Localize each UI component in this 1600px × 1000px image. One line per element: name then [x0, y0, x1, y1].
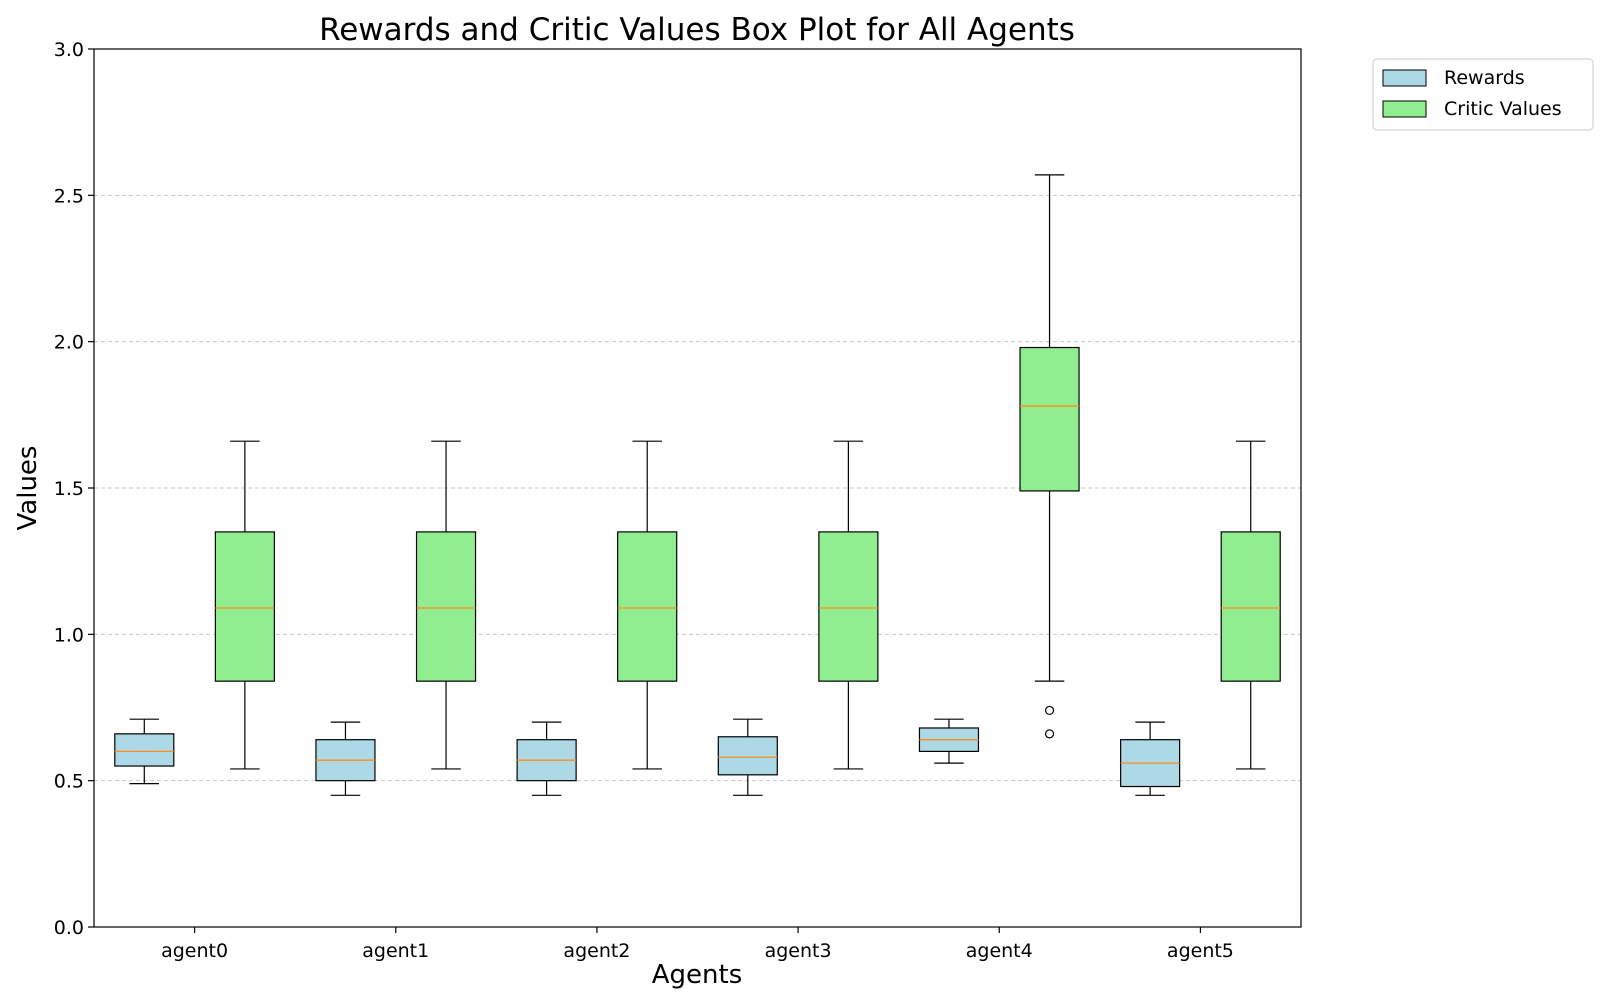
y-axis-label: Values [13, 446, 43, 531]
y-tick-label: 2.0 [54, 332, 84, 354]
box-iqr [818, 531, 879, 682]
legend: Rewards Critic Values [1372, 58, 1594, 131]
legend-swatch-critic-values [1382, 100, 1427, 118]
outlier-point [1044, 729, 1055, 739]
box-iqr [717, 736, 778, 776]
box-agent3-rewards [717, 718, 778, 796]
box-agent0-rewards [114, 718, 175, 785]
legend-frame [1372, 58, 1594, 131]
legend-label-rewards: Rewards [1444, 67, 1525, 89]
x-tick-label: agent3 [765, 940, 832, 962]
box-agent5-critic-values [1220, 440, 1281, 770]
x-tick-label: agent5 [1167, 940, 1234, 962]
y-tick-label: 3.0 [54, 39, 84, 61]
box-agent3-critic-values [818, 440, 879, 770]
box-iqr [1019, 346, 1080, 492]
legend-swatch-rewards [1382, 69, 1427, 87]
box-agent0-critic-values [214, 440, 275, 770]
box-iqr [415, 531, 477, 682]
box-series [114, 174, 1281, 796]
box-agent5-rewards [1120, 721, 1181, 796]
box-agent4-rewards [918, 718, 980, 764]
box-agent2-critic-values [617, 440, 678, 770]
x-axis-label: Agents [652, 960, 743, 990]
box-agent4-critic-values [1019, 174, 1080, 739]
x-tick-label: agent0 [161, 940, 228, 962]
y-axis: 0.0 0.5 1.0 1.5 2.0 2.5 3.0 [54, 39, 94, 939]
chart-title: Rewards and Critic Values Box Plot for A… [319, 12, 1075, 48]
box-agent2-rewards [516, 721, 577, 796]
legend-label-critic-values: Critic Values [1444, 98, 1562, 120]
y-tick-label: 0.0 [54, 917, 84, 939]
y-tick-label: 2.5 [54, 185, 84, 207]
grid-lines [94, 194, 1301, 782]
box-iqr [214, 531, 275, 682]
outlier-point [1044, 705, 1055, 716]
x-tick-label: agent2 [563, 940, 630, 962]
y-tick-label: 1.5 [54, 478, 84, 500]
box-iqr [1220, 531, 1281, 682]
box-agent1-rewards [315, 721, 376, 796]
x-axis: agent0 agent1 agent2 agent3 agent4 agent5 [161, 927, 1234, 962]
box-iqr [114, 733, 175, 767]
y-tick-label: 1.0 [54, 624, 84, 646]
x-tick-label: agent4 [966, 940, 1033, 962]
box-agent1-critic-values [415, 440, 477, 770]
box-iqr [617, 531, 678, 682]
x-tick-label: agent1 [362, 940, 429, 962]
y-tick-label: 0.5 [54, 771, 84, 793]
